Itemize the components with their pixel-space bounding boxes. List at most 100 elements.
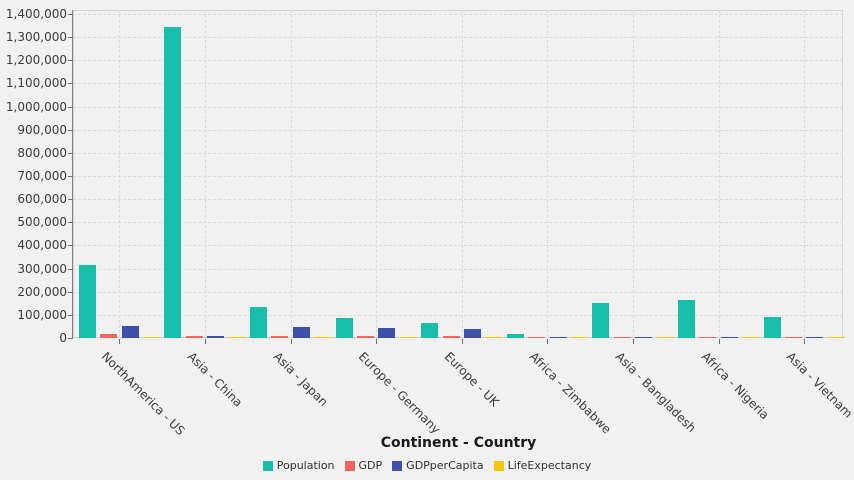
bar-population: [249, 307, 267, 338]
bar-gdp: [271, 335, 289, 338]
v-gridline: [290, 10, 292, 338]
bar-lifeexpectancy: [228, 336, 246, 338]
legend-item: GDP: [344, 459, 383, 472]
y-axis-tick-label: 0: [59, 331, 67, 345]
y-axis-tick: [68, 83, 73, 85]
y-axis-tick-label: 400,000: [17, 238, 67, 253]
y-axis-tick: [68, 37, 73, 39]
bar-gdp: [528, 336, 546, 338]
bar-gdp: [442, 336, 460, 338]
bar-gdp: [100, 333, 118, 338]
x-axis-category-label: Africa - Zimbabwe: [527, 349, 615, 437]
legend-swatch-icon: [344, 460, 355, 471]
bar-population: [164, 26, 182, 338]
x-axis-category-label: Africa - Nigeria: [698, 349, 772, 423]
y-axis-tick: [68, 152, 73, 154]
bar-lifeexpectancy: [399, 336, 417, 338]
h-gridline: [73, 37, 843, 39]
y-axis-tick-label: 700,000: [17, 169, 67, 183]
v-gridline: [804, 10, 806, 338]
y-axis-tick-label: 1,400,000: [5, 7, 67, 21]
bar-lifeexpectancy: [742, 336, 760, 338]
bar-gdppercapita: [463, 328, 481, 338]
y-axis-tick: [68, 222, 73, 224]
bar-population: [592, 302, 610, 338]
y-axis-line: [72, 10, 73, 339]
y-axis-tick-label: 1,000,000: [5, 99, 67, 114]
y-axis-tick-label: 600,000: [17, 192, 67, 207]
y-axis-tick: [68, 199, 73, 201]
bar-gdp: [185, 335, 203, 338]
bar-gdppercapita: [635, 336, 653, 338]
bar-gdppercapita: [292, 327, 310, 338]
h-gridline: [73, 129, 843, 131]
bar-population: [335, 318, 353, 338]
y-axis-tick-label: 900,000: [17, 122, 67, 137]
legend-label: GDPperCapita: [406, 459, 484, 472]
y-axis-tick: [68, 245, 73, 247]
legend-label: LifeExpectancy: [507, 459, 592, 472]
legend-swatch-icon: [262, 460, 273, 471]
v-gridline: [461, 10, 463, 338]
bar-gdp: [613, 336, 631, 338]
legend-item: GDPperCapita: [392, 459, 484, 472]
v-gridline: [204, 10, 206, 338]
x-axis-tick: [119, 339, 121, 344]
h-gridline: [73, 199, 843, 201]
h-gridline: [73, 14, 843, 15]
legend-item: LifeExpectancy: [493, 459, 592, 472]
h-gridline: [73, 176, 843, 177]
y-axis-tick-label: 200,000: [17, 284, 67, 299]
h-gridline: [73, 291, 843, 293]
legend-swatch-icon: [493, 460, 504, 471]
y-axis-tick: [68, 60, 73, 62]
x-axis-title: Continent - Country: [380, 435, 537, 451]
y-axis-tick: [68, 314, 73, 316]
legend-label: Population: [276, 459, 335, 472]
x-axis-tick: [718, 339, 720, 344]
bar-lifeexpectancy: [142, 336, 160, 338]
v-gridline: [718, 10, 720, 338]
y-axis-tick: [68, 268, 73, 270]
v-gridline: [119, 10, 121, 338]
x-axis-category-label: Asia - Japan: [270, 349, 331, 410]
legend-swatch-icon: [392, 460, 403, 471]
x-axis-tick: [804, 339, 806, 344]
h-gridline: [73, 152, 843, 154]
bar-gdppercapita: [720, 336, 738, 338]
y-axis-tick-label: 500,000: [17, 215, 67, 230]
x-axis-category-label: Asia - China: [184, 349, 246, 410]
y-axis-tick: [68, 14, 73, 15]
x-axis-category-label: NorthAmerica - US: [99, 349, 188, 438]
bar-gdppercapita: [806, 336, 824, 338]
bar-gdppercapita: [121, 326, 139, 338]
v-gridline: [547, 10, 549, 338]
bar-population: [421, 322, 439, 338]
x-axis-tick: [376, 339, 378, 344]
x-axis-tick: [632, 339, 634, 344]
y-axis-tick-label: 1,200,000: [5, 53, 67, 68]
y-axis-tick: [68, 176, 73, 177]
bar-lifeexpectancy: [314, 336, 332, 338]
v-gridline: [632, 10, 634, 338]
bar-lifeexpectancy: [570, 336, 588, 338]
y-axis-tick-label: 1,100,000: [5, 76, 67, 91]
legend: Population GDP GDPperCapita LifeExpectancy: [0, 459, 854, 472]
h-gridline: [73, 106, 843, 108]
h-gridline: [73, 83, 843, 85]
bar-gdp: [784, 336, 802, 338]
h-gridline: [73, 314, 843, 316]
y-axis-tick-label: 1,300,000: [5, 30, 67, 45]
plot-area: [73, 10, 843, 338]
bar-gdppercapita: [549, 336, 567, 338]
y-axis-tick: [68, 338, 73, 339]
x-axis-category-label: Europe - Germany: [355, 349, 444, 437]
x-axis-category-label: Asia - Bangladesh: [612, 349, 699, 436]
x-axis-tick: [461, 339, 463, 344]
bar-gdp: [699, 336, 717, 338]
bar-lifeexpectancy: [485, 336, 503, 338]
y-axis-tick: [68, 291, 73, 293]
legend-label: GDP: [358, 459, 383, 472]
x-axis-tick: [204, 339, 206, 344]
